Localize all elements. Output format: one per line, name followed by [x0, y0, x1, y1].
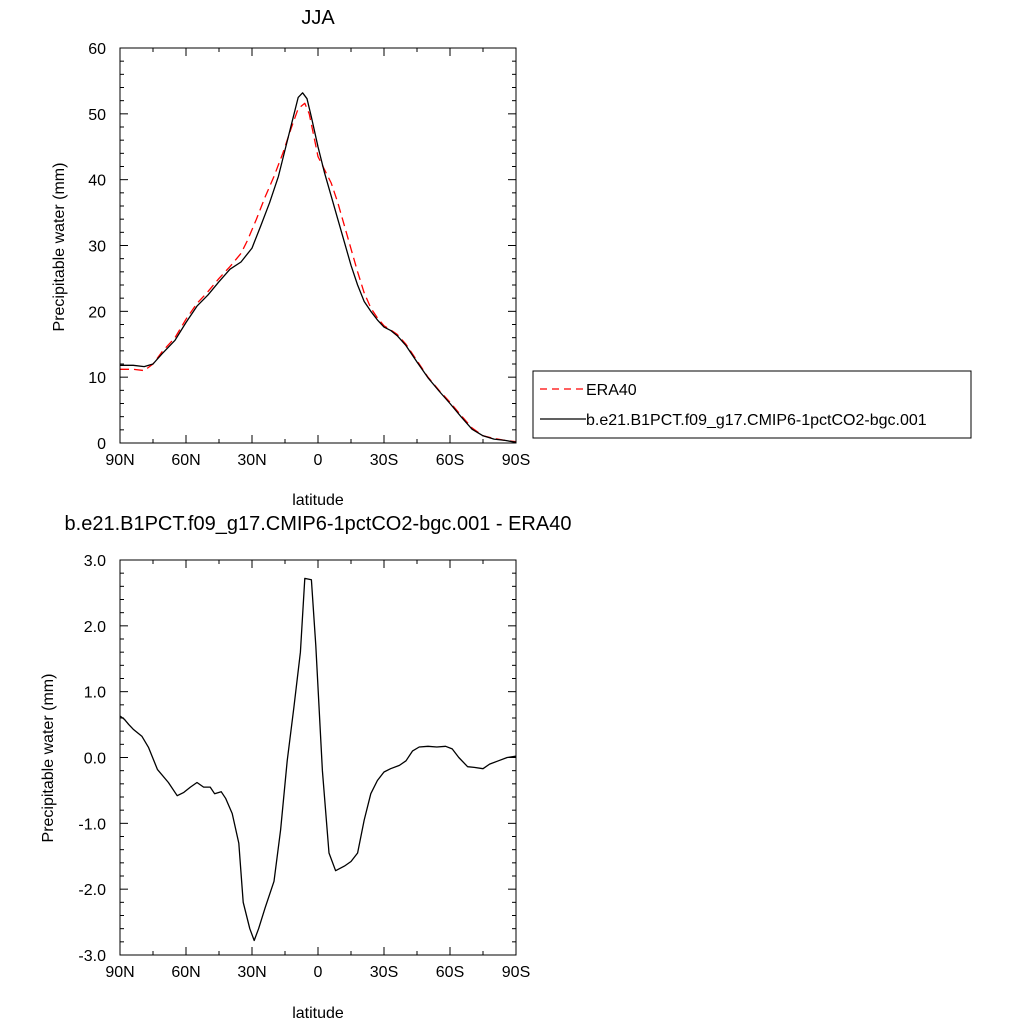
series-layer	[119, 577, 517, 942]
y-tick-label: 40	[88, 173, 106, 190]
x-tick-label: 30S	[370, 452, 398, 469]
y-tick-label: 3.0	[84, 553, 106, 570]
x-axis-label: latitude	[292, 1005, 344, 1022]
x-tick-label: 30N	[237, 964, 266, 981]
y-tick-label: 10	[88, 370, 106, 387]
y-tick-label: 60	[88, 41, 106, 58]
jja-panel: JJA 90N 60N 30N 0 30S 60S 90S 0 10 20 30 40 50 60 lat…	[51, 7, 972, 509]
legend-box	[532, 370, 972, 439]
y-axis-label: Precipitable water (mm)	[51, 163, 68, 332]
tick-marks	[119, 47, 517, 444]
y-tick-label: 2.0	[84, 619, 106, 636]
x-tick-label: 60S	[436, 964, 464, 981]
x-tick-label: 30S	[370, 964, 398, 981]
y-tick-label: 1.0	[84, 685, 106, 702]
legend: ERA40 b.e21.B1PCT.f09_g17.CMIP6-1pctCO2-…	[532, 370, 972, 439]
plot-frame	[119, 47, 517, 444]
y-tick-label: -1.0	[78, 816, 106, 833]
tick-labels: 90N 60N 30N 0 30S 60S 90S 0 10 20 30 40 50 60	[88, 41, 530, 469]
series-line-difference	[119, 577, 517, 942]
x-tick-label: 90S	[502, 452, 530, 469]
x-tick-label: 0	[314, 452, 323, 469]
y-axis-label: Precipitable water (mm)	[40, 674, 57, 843]
y-tick-label: -3.0	[78, 948, 106, 965]
y-tick-label: 0	[97, 436, 106, 453]
y-tick-label: 50	[88, 107, 106, 124]
series-layer	[120, 92, 517, 443]
tick-marks	[119, 559, 517, 956]
y-tick-label: -2.0	[78, 882, 106, 899]
x-tick-label: 60S	[436, 452, 464, 469]
x-tick-label: 30N	[237, 452, 266, 469]
y-tick-label: 0.0	[84, 751, 106, 768]
difference-panel: b.e21.B1PCT.f09_g17.CMIP6-1pctCO2-bgc.00…	[40, 513, 571, 1022]
series-line-era40	[120, 102, 517, 443]
chart-title: JJA	[301, 7, 335, 29]
x-tick-label: 60N	[171, 964, 200, 981]
y-tick-label: 30	[88, 239, 106, 256]
y-tick-label: 20	[88, 304, 106, 321]
series-line-model	[120, 92, 517, 443]
x-tick-label: 90S	[502, 964, 530, 981]
plot-frame	[119, 559, 517, 956]
chart-title: b.e21.B1PCT.f09_g17.CMIP6-1pctCO2-bgc.00…	[65, 513, 572, 535]
x-tick-label: 0	[314, 964, 323, 981]
legend-label-era40: ERA40	[586, 382, 637, 399]
x-tick-label: 60N	[171, 452, 200, 469]
tick-labels: 90N 60N 30N 0 30S 60S 90S -3.0 -2.0 -1.0 0.0 1.0 2.0…	[78, 553, 530, 981]
x-tick-label: 90N	[105, 964, 134, 981]
legend-label-model: b.e21.B1PCT.f09_g17.CMIP6-1pctCO2-bgc.00…	[586, 412, 927, 429]
x-tick-label: 90N	[105, 452, 134, 469]
x-axis-label: latitude	[292, 492, 344, 509]
